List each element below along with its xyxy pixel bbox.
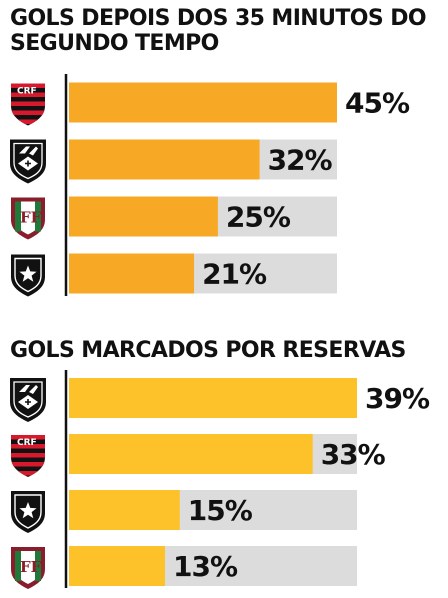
bar-flamengo [69, 434, 313, 474]
bar-value-label: 13% [173, 550, 238, 583]
flamengo-crest-icon: CRF [11, 83, 45, 126]
vasco-crest-icon [10, 378, 46, 422]
chart-row: 39% [10, 378, 431, 422]
chart-row: CRF 45% [11, 82, 411, 126]
flamengo-crest-icon: CRF [11, 435, 45, 477]
chart-row: 15% [11, 490, 357, 533]
bar-value-label: 15% [188, 494, 253, 527]
chart-1-title: GOLS DEPOIS DOS 35 MINUTOS DO SEGUNDO TE… [10, 6, 427, 56]
bar-value-label: 32% [268, 144, 333, 177]
bar-fluminense [69, 546, 165, 586]
chart-row: 32% [10, 139, 337, 184]
bar-botafogo [69, 490, 180, 530]
botafogo-crest-icon [11, 491, 45, 533]
chart-row: CRF 33% [11, 434, 387, 477]
bar-vasco [69, 139, 260, 180]
bar-value-label: 21% [202, 258, 267, 291]
chart-2-title: GOLS MARCADOS POR RESERVAS [10, 338, 406, 363]
vasco-crest-icon [10, 139, 46, 184]
svg-text:FF: FF [20, 209, 42, 227]
chart-row: 21% [11, 253, 337, 297]
svg-text:CRF: CRF [17, 87, 37, 97]
svg-text:CRF: CRF [17, 438, 37, 448]
bar-fluminense [69, 196, 218, 237]
chart-1: CRF 45% 32% FF 25% 21% [10, 74, 411, 297]
svg-text:FF: FF [20, 558, 42, 576]
bar-flamengo [69, 82, 337, 123]
chart-row: FF 13% [11, 546, 357, 589]
fluminense-crest-icon: FF [11, 547, 45, 589]
chart-2: 39% CRF 33% 15% FF 13% [10, 370, 431, 589]
fluminense-crest-icon: FF [11, 197, 45, 240]
bar-value-label: 33% [321, 438, 386, 471]
bar-value-label: 45% [345, 87, 410, 120]
bar-value-label: 25% [226, 201, 291, 234]
bar-value-label: 39% [365, 382, 430, 415]
chart-row: FF 25% [11, 196, 337, 240]
bar-botafogo [69, 253, 195, 294]
bar-vasco [69, 378, 357, 418]
botafogo-crest-icon [11, 254, 45, 297]
